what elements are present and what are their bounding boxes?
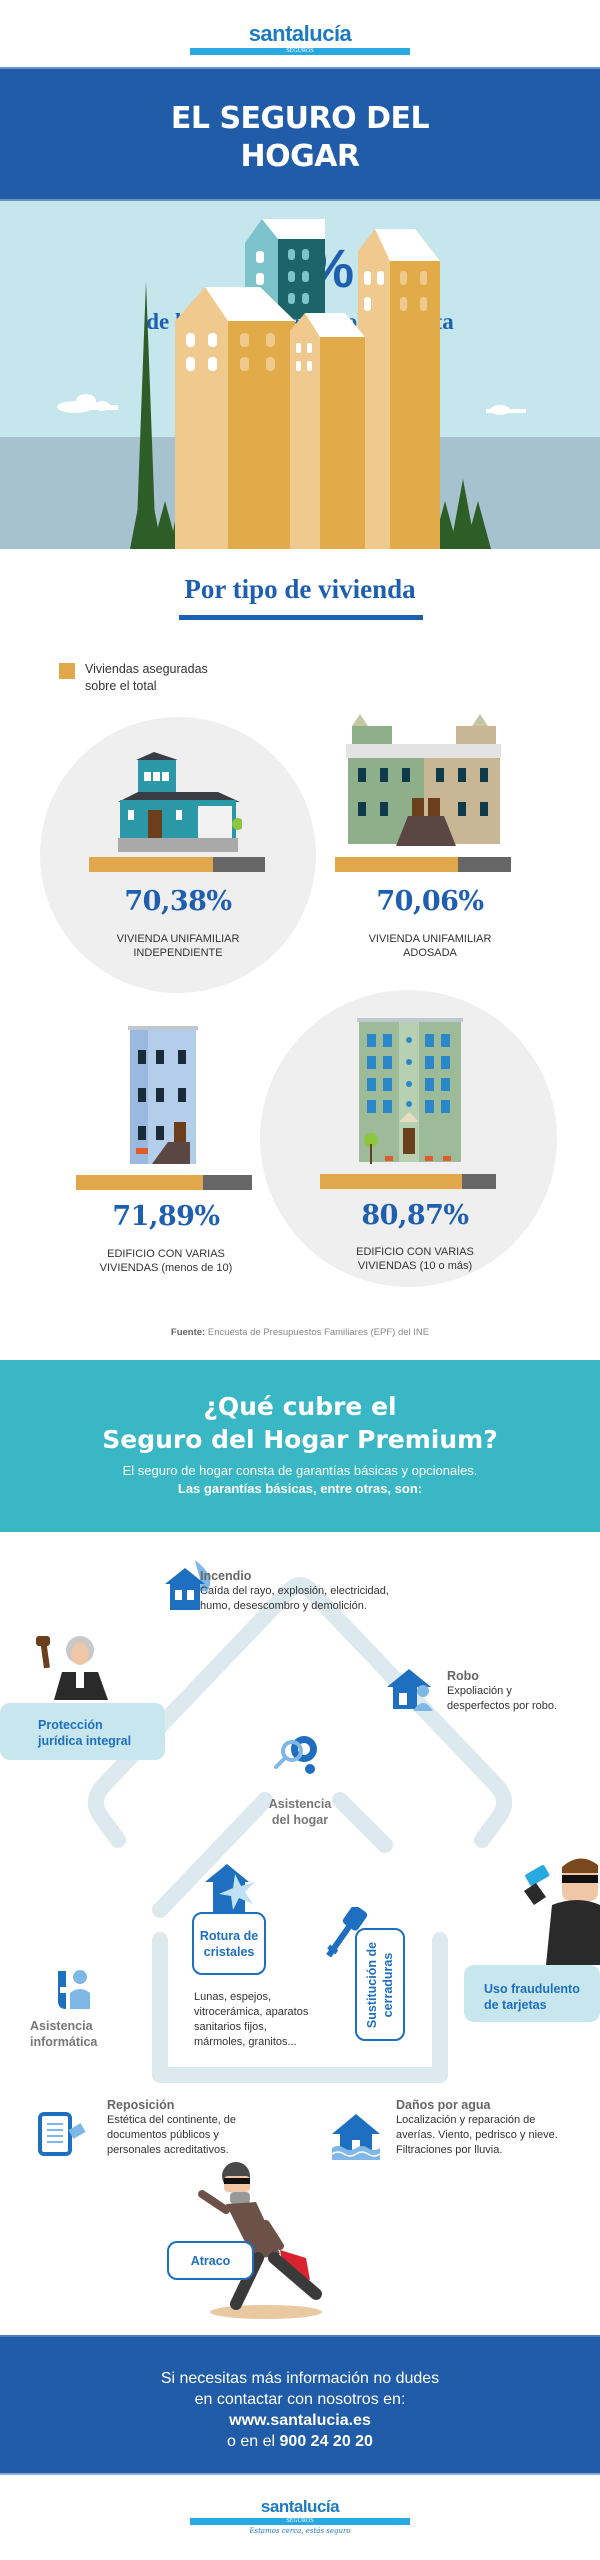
fire-house-icon <box>165 1560 211 1610</box>
logo-dots: SEGUROS <box>0 47 600 55</box>
document-icon <box>38 2112 86 2156</box>
progress-bar <box>76 1175 252 1190</box>
housing-type-label: VIVIENDA UNIFAMILIAR ADOSADA <box>368 933 492 959</box>
coverage-header: ¿Qué cubre el Seguro del Hogar Premium? E… <box>0 1360 600 1532</box>
house-outline-diagram <box>87 1577 513 2083</box>
bottom-logo[interactable]: santalucía SEGUROS Estamos cerca, estás … <box>0 2497 600 2535</box>
broken-glass-house-icon <box>205 1864 255 1912</box>
card-thief-icon <box>524 1858 600 1965</box>
key-icon <box>326 1907 368 1958</box>
water-damage-house-icon <box>332 2114 381 2160</box>
title-underline <box>179 615 423 620</box>
housing-type-label: EDIFICIO CON VARIAS VIVIENDAS (10 o más) <box>356 1246 474 1272</box>
contact-band: Si necesitas más información no dudes en… <box>0 2335 600 2475</box>
progress-remainder <box>212 857 265 872</box>
coverage-title: ¿Qué cubre el Seguro del Hogar Premium? <box>102 1392 498 1454</box>
progress-bar <box>335 857 511 872</box>
progress-fill <box>320 1174 463 1189</box>
progress-remainder <box>458 857 511 872</box>
small-apartment-building-icon <box>128 1026 198 1164</box>
coverage-robo: Robo Expoliación y desperfectos por robo. <box>447 1669 558 1712</box>
logo-wordmark: santalucía <box>260 2497 340 2516</box>
legend-swatch <box>59 663 75 679</box>
progress-fill <box>76 1175 203 1190</box>
detached-house-icon <box>118 752 242 852</box>
logo-tagline: Estamos cerca, estás seguro <box>249 2527 351 2535</box>
burglary-house-icon <box>387 1669 433 1711</box>
percentage-value: 80,87% <box>361 1200 469 1231</box>
contact-phone[interactable]: o en el 900 24 20 20 <box>227 2433 373 2450</box>
coverage-uso-fraudulento-tarjetas: Uso fraudulento de tarjetas <box>464 1965 600 2022</box>
progress-bar <box>89 857 265 872</box>
progress-bar <box>320 1174 496 1189</box>
title-band: EL SEGURO DEL HOGAR <box>0 67 600 201</box>
rotura-description: Lunas, espejos, vitrocerámica, aparatos sa… <box>194 1991 309 2048</box>
highlight-circle <box>40 717 316 993</box>
contact-line-2: en contactar con nosotros en: <box>194 2391 406 2408</box>
progress-fill <box>89 857 213 872</box>
percentage-value: 71,89% <box>112 1201 220 1232</box>
coverage-asistencia-informatica: Asistencia informática <box>30 2019 98 2049</box>
housing-type-label: EDIFICIO CON VARIAS VIVIENDAS (menos de 1… <box>99 1248 233 1274</box>
coverage-atraco: Atraco <box>167 2241 254 2280</box>
percentage-value: 70,06% <box>376 886 484 917</box>
contact-website[interactable]: www.santalucia.es <box>229 2412 371 2429</box>
progress-remainder <box>462 1174 496 1189</box>
robber-running-icon <box>198 2162 322 2319</box>
coverage-rotura-cristales: Rotura de cristales <box>192 1912 266 1975</box>
coverage-proteccion-juridica: Protección jurídica integral <box>0 1703 165 1760</box>
logo-wordmark: santalucía <box>248 21 352 46</box>
housing-type-label: VIVIENDA UNIFAMILIAR INDEPENDIENTE <box>116 933 240 959</box>
section-title-by-type: Por tipo de vivienda <box>184 574 416 604</box>
town-illustration-icon <box>57 219 526 549</box>
townhouse-icon <box>346 714 501 846</box>
logo-dots: SEGUROS <box>0 2517 600 2525</box>
legend: Viviendas aseguradas sobre el total <box>59 661 208 695</box>
contact-line-1: Si necesitas más información no dudes <box>160 2370 440 2387</box>
coverage-sustitucion-cerraduras: Sustitución de cerraduras <box>355 1928 405 2041</box>
coverage-incendio: Incendio Caída del rayo, explosión, elec… <box>200 1569 389 1612</box>
page-title: EL SEGURO DEL HOGAR <box>170 101 430 174</box>
hero-section: 75% de los hogares españoles cuentacon u… <box>0 201 600 549</box>
top-logo[interactable]: santalucía SEGUROS <box>0 21 600 55</box>
coverage-reposicion: Reposición Estética del continente, de do… <box>107 2098 237 2156</box>
coverage-danos-agua: Daños por agua Localización y reparación… <box>396 2098 558 2156</box>
home-assistance-gears-icon <box>274 1736 317 1774</box>
judge-icon <box>36 1636 108 1700</box>
percentage-value: 70,38% <box>124 886 232 917</box>
coverage-asistencia-hogar: Asistencia del hogar <box>268 1797 332 1827</box>
computer-support-icon <box>58 1970 90 2009</box>
source-note: Fuente: Encuesta de Presupuestos Familia… <box>170 1327 430 1338</box>
progress-fill <box>335 857 459 872</box>
legend-label: Viviendas aseguradas sobre el total <box>85 662 208 693</box>
large-apartment-building-icon <box>357 1018 463 1164</box>
coverage-intro: El seguro de hogar consta de garantías b… <box>122 1463 478 1496</box>
progress-remainder <box>202 1175 252 1190</box>
